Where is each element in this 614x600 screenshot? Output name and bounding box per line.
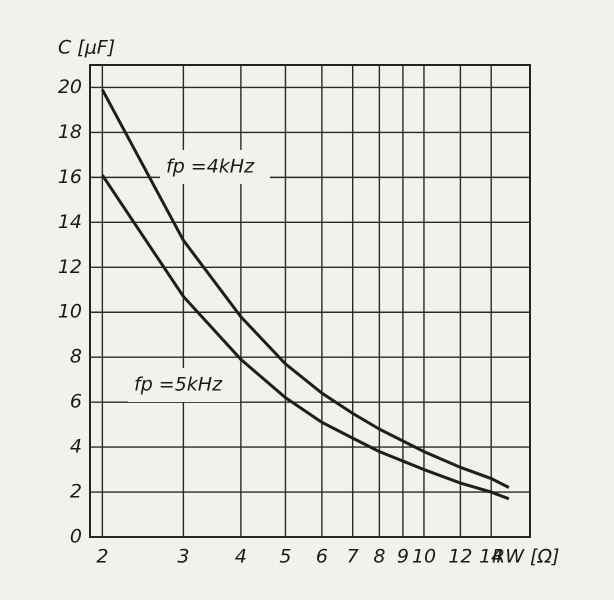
x-tick-label: 7 bbox=[347, 546, 359, 568]
x-tick-label: 14 bbox=[479, 546, 503, 568]
x-tick-label: 8 bbox=[373, 546, 385, 568]
y-tick-label: 14 bbox=[58, 211, 82, 233]
y-tick-label: 18 bbox=[58, 121, 82, 143]
x-tick-label: 2 bbox=[96, 546, 108, 568]
y-tick-label: 0 bbox=[70, 526, 82, 548]
series-label: fp =5kHz bbox=[134, 374, 223, 396]
x-tick-label: 5 bbox=[279, 546, 291, 568]
label-box bbox=[160, 150, 270, 184]
x-tick-label: 9 bbox=[397, 546, 409, 568]
label-box bbox=[128, 368, 240, 402]
y-axis-label: C [μF] bbox=[58, 37, 115, 59]
x-tick-label: 12 bbox=[448, 546, 472, 568]
y-tick-label: 10 bbox=[58, 301, 82, 323]
y-tick-label: 12 bbox=[58, 256, 82, 278]
x-tick-label: 6 bbox=[316, 546, 328, 568]
y-tick-label: 2 bbox=[70, 481, 82, 503]
y-tick-label: 8 bbox=[70, 346, 82, 368]
y-tick-label: 4 bbox=[70, 436, 82, 458]
y-tick-label: 6 bbox=[70, 391, 82, 413]
x-axis-label: RW [Ω] bbox=[492, 546, 559, 568]
y-tick-label: 16 bbox=[58, 166, 82, 188]
series-line bbox=[101, 89, 510, 489]
x-tick-label: 10 bbox=[412, 546, 436, 568]
x-tick-label: 4 bbox=[235, 546, 247, 568]
series-line bbox=[101, 174, 510, 501]
x-tick-label: 3 bbox=[177, 546, 189, 568]
y-tick-label: 20 bbox=[58, 76, 82, 98]
series-label: fp =4kHz bbox=[166, 156, 255, 178]
